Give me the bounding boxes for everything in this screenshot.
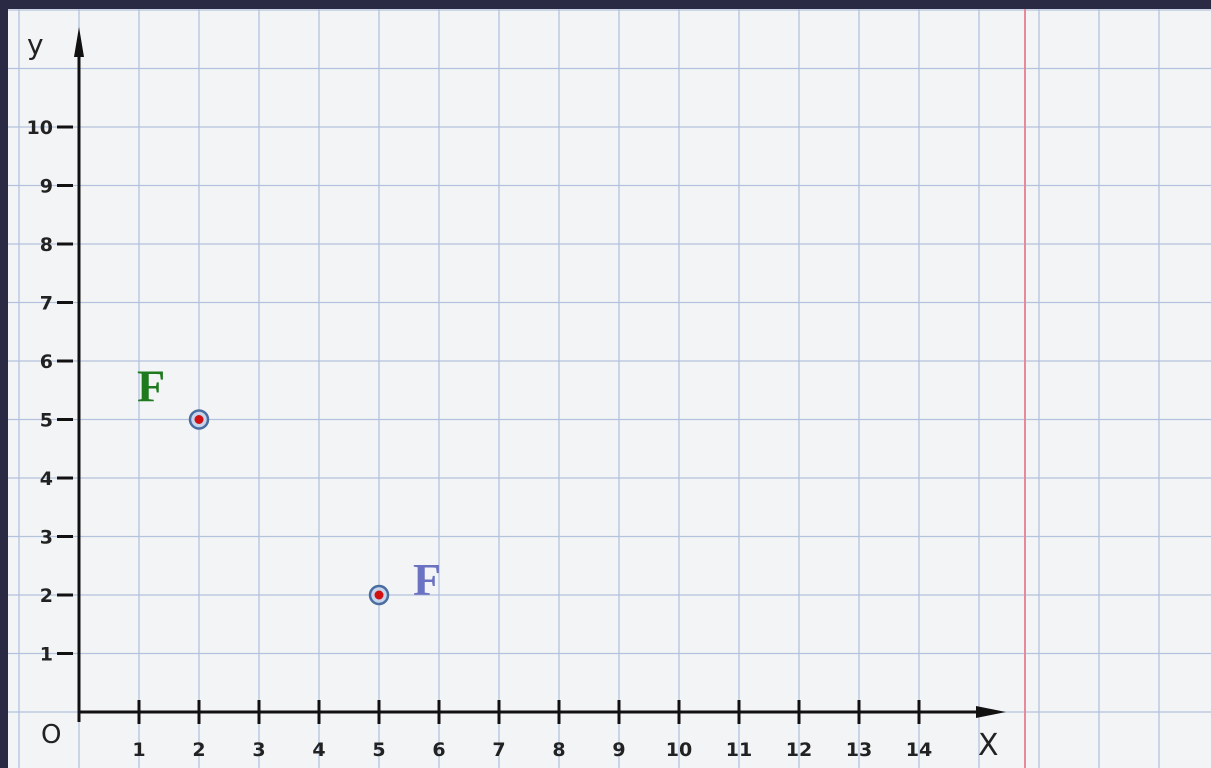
x-tick-label: 3 [252,739,265,761]
data-point-center [194,415,204,424]
x-tick-label: 1 [132,739,145,761]
y-tick-label: 8 [40,234,53,256]
data-points: FF [137,361,441,606]
axes [74,27,1006,722]
x-tick-label: 11 [726,739,752,761]
y-tick-label: 9 [40,176,53,198]
x-tick-label: 8 [552,739,565,761]
y-tick-label: 3 [40,527,53,549]
y-tick-label: 7 [40,293,53,315]
x-tick-label: 4 [312,739,325,761]
data-point-label: F [413,554,441,605]
x-tick-label: 5 [372,739,385,761]
grid-lines [8,9,1211,768]
x-tick-label: 10 [666,739,692,761]
x-tick-label: 2 [192,739,205,761]
x-tick-label: 13 [846,739,872,761]
x-axis-arrow [976,706,1006,718]
origin-label: O [41,720,61,750]
x-tick-label: 6 [432,739,445,761]
y-tick-label: 5 [40,410,53,432]
y-tick-label: 2 [40,585,53,607]
y-tick-label: 1 [40,644,53,666]
data-point-label: F [137,361,165,412]
y-tick-label: 4 [40,468,53,490]
x-tick-label: 9 [612,739,625,761]
y-tick-label: 10 [27,117,53,139]
x-tick-label: 14 [906,739,932,761]
x-tick-label: 7 [492,739,505,761]
x-axis-label: X [978,728,999,763]
y-axis-label: y [27,28,44,61]
y-tick-label: 6 [40,351,53,373]
data-point-center [374,590,384,600]
x-tick-label: 12 [786,739,812,761]
y-axis-arrow [74,27,84,57]
